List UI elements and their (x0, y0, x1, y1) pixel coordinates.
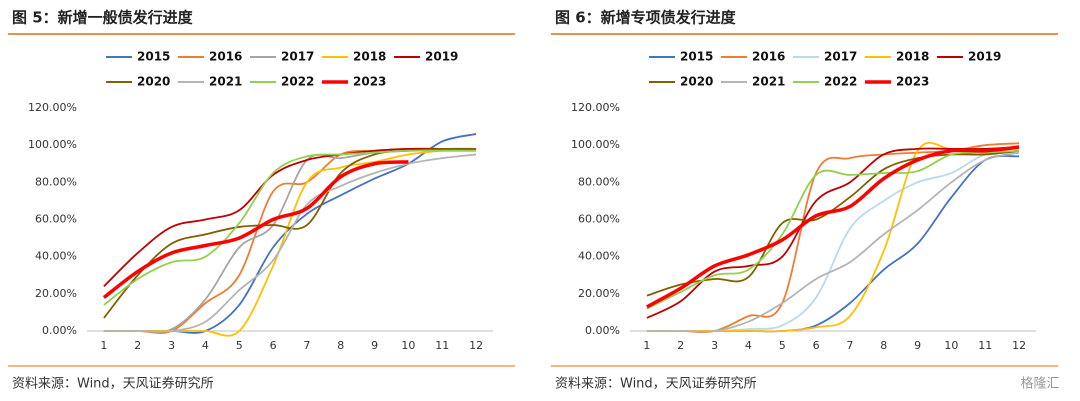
x-tick-label: 9 (371, 339, 378, 352)
series-line (646, 154, 1020, 333)
source: 资料来源：Wind，天风证券研究所 (555, 376, 757, 392)
y-tick-label: 60.00% (578, 213, 620, 226)
x-tick-label: 7 (303, 339, 310, 352)
x-tick-label: 6 (270, 339, 277, 352)
y-tick-label: 60.00% (35, 213, 77, 226)
y-tick-label: 0.00% (585, 324, 620, 337)
x-tick-label: 11 (978, 339, 992, 352)
legend-label: 2016 (209, 50, 242, 64)
x-tick-label: 4 (202, 339, 209, 352)
series-line (103, 149, 477, 333)
x-tick-label: 12 (469, 339, 483, 352)
legend-label: 2015 (680, 50, 713, 64)
legend-label: 2021 (209, 75, 242, 89)
x-tick-label: 2 (677, 339, 684, 352)
series-line (103, 149, 477, 306)
x-tick-label: 9 (914, 339, 921, 352)
legend-label: 2021 (752, 75, 785, 89)
x-tick-label: 5 (779, 339, 786, 352)
legend-label: 2019 (425, 50, 458, 64)
x-tick-label: 8 (880, 339, 887, 352)
legend-label: 2020 (680, 75, 713, 89)
series-line (102, 160, 409, 299)
legend-label: 2019 (968, 50, 1001, 64)
x-tick-label: 10 (944, 339, 958, 352)
y-tick-label: 20.00% (35, 287, 77, 300)
x-tick-label: 5 (236, 339, 243, 352)
y-tick-label: 120.00% (28, 101, 77, 114)
x-tick-label: 1 (100, 339, 107, 352)
legend-label: 2017 (281, 50, 314, 64)
legend-label: 2018 (896, 50, 929, 64)
legend-label: 2020 (137, 75, 170, 89)
watermark: 格隆汇 (1020, 376, 1059, 392)
chart-title: 图 5：新增一般债发行进度 (12, 9, 194, 27)
series-line (103, 147, 477, 288)
series-line (646, 149, 1020, 310)
y-tick-label: 80.00% (578, 175, 620, 188)
y-tick-label: 120.00% (571, 101, 620, 114)
x-tick-label: 6 (813, 339, 820, 352)
legend-label: 2017 (824, 50, 857, 64)
series-line (103, 153, 477, 333)
series-line (103, 147, 477, 334)
legend-label: 2022 (281, 75, 314, 89)
x-tick-label: 1 (643, 339, 650, 352)
series-line (103, 147, 477, 337)
y-tick-label: 0.00% (42, 324, 77, 337)
x-tick-label: 3 (168, 339, 175, 352)
x-tick-label: 12 (1012, 339, 1026, 352)
y-tick-label: 80.00% (35, 175, 77, 188)
x-tick-label: 2 (134, 339, 141, 352)
y-tick-label: 100.00% (28, 138, 77, 151)
legend-label: 2023 (896, 75, 929, 89)
legend-label: 2016 (752, 50, 785, 64)
y-tick-label: 100.00% (571, 138, 620, 151)
y-tick-label: 20.00% (578, 287, 620, 300)
y-tick-label: 40.00% (35, 250, 77, 263)
x-tick-label: 8 (337, 339, 344, 352)
series-line (646, 151, 1020, 333)
x-tick-label: 10 (401, 339, 415, 352)
legend-label: 2023 (353, 75, 386, 89)
legend-label: 2015 (137, 50, 170, 64)
x-tick-label: 3 (711, 339, 718, 352)
series-line (646, 145, 1020, 309)
series-line (646, 151, 1020, 333)
y-tick-label: 40.00% (578, 250, 620, 263)
x-tick-label: 7 (846, 339, 853, 352)
x-tick-label: 4 (745, 339, 752, 352)
x-tick-label: 11 (435, 339, 449, 352)
source: 资料来源：Wind，天风证券研究所 (12, 376, 214, 392)
legend-label: 2022 (824, 75, 857, 89)
legend-label: 2018 (353, 50, 386, 64)
chart-title: 图 6：新增专项债发行进度 (555, 9, 737, 27)
